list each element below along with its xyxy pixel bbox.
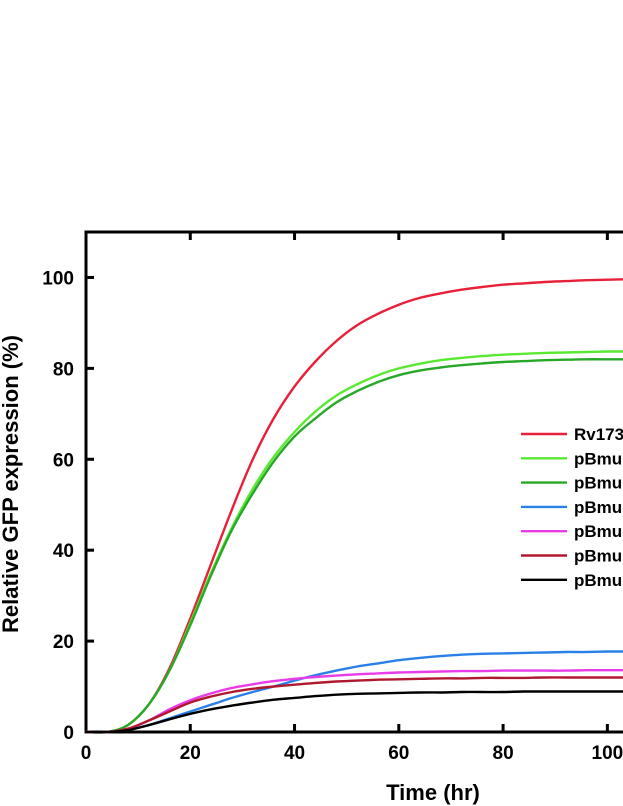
series-line-5 xyxy=(84,668,623,734)
y-axis-title: Relative GFP expression (%) xyxy=(0,335,23,633)
x-axis-title: Time (hr) xyxy=(386,780,480,805)
series-lines xyxy=(84,278,623,734)
x-tick-label: 80 xyxy=(493,743,514,764)
legend: Rv173 pBmu pBmu pBmu pBmu pBmu pBmu xyxy=(521,425,623,590)
legend-label-7: pBmu xyxy=(574,571,622,590)
series-line-4 xyxy=(84,650,623,734)
plot-frame xyxy=(84,230,623,734)
legend-label-4: pBmu xyxy=(574,498,622,517)
y-tick-label: 20 xyxy=(53,632,74,653)
series-line-7 xyxy=(84,690,623,734)
legend-label-2: pBmu xyxy=(574,449,622,468)
x-tick-label: 100 xyxy=(592,743,623,764)
series-line-3 xyxy=(84,358,623,734)
y-tick-label: 40 xyxy=(53,541,74,562)
legend-label-3: pBmu xyxy=(574,474,622,493)
x-axis: 0 20 40 60 80 100 xyxy=(81,232,623,764)
x-tick-label: 60 xyxy=(388,743,409,764)
series-line-6 xyxy=(84,676,623,734)
legend-label-1: Rv173 xyxy=(574,425,623,444)
legend-label-6: pBmu xyxy=(574,547,622,566)
y-tick-label: 60 xyxy=(53,450,74,471)
x-tick-label: 40 xyxy=(284,743,305,764)
legend-label-5: pBmu xyxy=(574,522,622,541)
x-tick-label: 20 xyxy=(180,743,201,764)
y-tick-label: 80 xyxy=(53,359,74,380)
y-tick-label: 0 xyxy=(63,723,74,744)
x-tick-label: 0 xyxy=(81,743,92,764)
y-tick-label: 100 xyxy=(42,268,74,289)
